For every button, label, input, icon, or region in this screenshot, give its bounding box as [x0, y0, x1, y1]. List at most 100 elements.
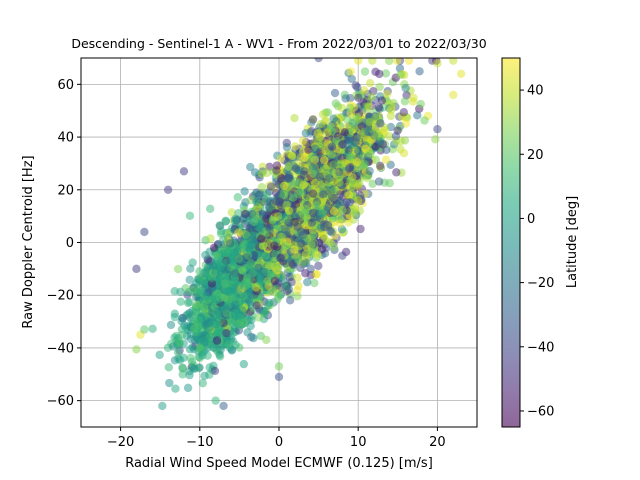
data-point — [249, 217, 259, 227]
data-point — [221, 249, 231, 258]
data-point — [234, 209, 243, 218]
data-point — [298, 136, 308, 146]
data-point — [346, 103, 355, 113]
data-point — [219, 401, 228, 411]
data-point — [178, 364, 188, 373]
data-point — [234, 254, 244, 263]
data-point — [382, 145, 391, 155]
data-point — [177, 330, 187, 340]
data-point — [344, 190, 354, 200]
data-point — [308, 115, 318, 124]
data-point — [399, 149, 409, 158]
data-point — [329, 114, 338, 123]
data-point — [376, 119, 385, 128]
data-point — [276, 201, 286, 210]
data-point — [327, 228, 336, 237]
data-point — [216, 229, 226, 238]
data-point — [330, 185, 340, 195]
data-point — [250, 210, 259, 220]
colorbar-label: Latitude [deg] — [565, 196, 580, 288]
data-point — [132, 345, 141, 354]
data-point — [163, 185, 173, 194]
data-point — [386, 111, 396, 121]
data-point — [292, 233, 301, 243]
data-point — [327, 150, 336, 159]
data-point — [416, 99, 425, 109]
data-point — [337, 140, 347, 149]
x-axis-label: Radial Wind Speed Model ECMWF (0.125) [m… — [125, 456, 433, 471]
data-point — [327, 167, 337, 176]
data-point — [327, 142, 337, 151]
data-point — [205, 204, 215, 214]
y-axis-label: Raw Doppler Centroid [Hz] — [21, 155, 36, 328]
data-point — [365, 78, 375, 88]
data-point — [431, 135, 440, 144]
data-point — [170, 356, 180, 365]
data-point — [329, 243, 339, 252]
data-point — [273, 263, 283, 273]
data-point — [205, 370, 214, 379]
data-point — [290, 142, 300, 151]
data-point — [212, 336, 222, 345]
data-point — [183, 383, 193, 393]
data-point — [377, 96, 387, 105]
data-point — [293, 286, 302, 295]
data-point — [262, 335, 271, 345]
scatter-points — [132, 58, 466, 411]
data-point — [311, 178, 320, 187]
data-point — [290, 211, 299, 221]
data-point — [413, 111, 422, 120]
data-point — [222, 286, 232, 295]
data-point — [347, 140, 357, 149]
data-point — [222, 328, 231, 338]
x-tick-label: −10 — [186, 435, 213, 450]
data-point — [284, 206, 294, 216]
data-point — [291, 164, 300, 173]
colorbar-tick-label: −60 — [527, 404, 554, 419]
data-point — [401, 83, 410, 93]
data-point — [389, 98, 398, 108]
data-point — [343, 115, 352, 124]
data-point — [304, 145, 313, 154]
data-point — [347, 74, 356, 84]
colorbar-tick-label: 40 — [527, 84, 544, 99]
data-point — [316, 223, 326, 232]
data-point — [368, 179, 377, 189]
data-point — [227, 293, 237, 302]
data-point — [375, 161, 385, 171]
data-point — [276, 154, 286, 163]
data-point — [256, 221, 265, 230]
data-point — [400, 97, 410, 106]
y-tick-label: −20 — [47, 289, 74, 304]
data-point — [371, 155, 381, 165]
data-point — [311, 144, 320, 153]
data-point — [299, 180, 308, 190]
data-point — [199, 303, 209, 313]
data-point — [233, 193, 242, 202]
data-point — [216, 293, 225, 303]
data-point — [415, 67, 424, 76]
data-point — [449, 90, 458, 100]
data-point — [287, 277, 296, 287]
data-point — [257, 183, 267, 192]
data-point — [345, 164, 354, 173]
data-point — [239, 292, 248, 301]
data-point — [200, 337, 209, 346]
data-point — [321, 116, 330, 125]
data-point — [360, 86, 369, 95]
data-point — [220, 302, 229, 312]
data-point — [243, 328, 252, 337]
data-point — [303, 277, 312, 287]
data-point — [213, 329, 222, 338]
data-point — [385, 132, 394, 141]
data-point — [323, 220, 333, 230]
data-point — [245, 223, 255, 233]
data-point — [360, 159, 369, 169]
data-point — [371, 67, 380, 77]
data-point — [315, 172, 325, 181]
data-point — [392, 58, 402, 65]
x-tick-label: −20 — [107, 435, 134, 450]
data-point — [273, 212, 283, 221]
data-point — [404, 58, 414, 65]
data-point — [285, 296, 295, 305]
